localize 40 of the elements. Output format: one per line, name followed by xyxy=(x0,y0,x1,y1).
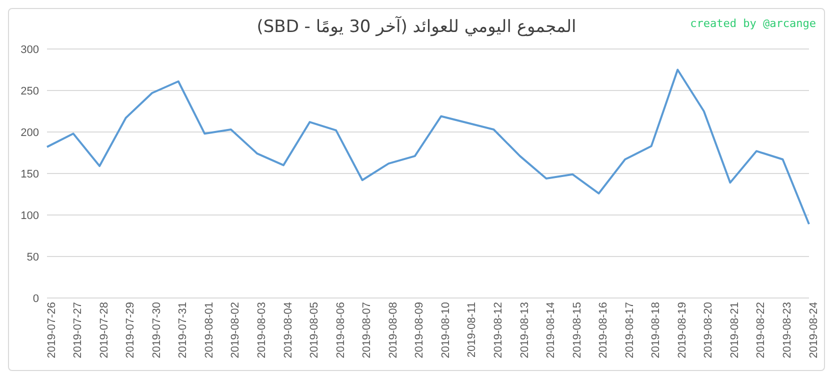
x-tick-label: 2019-08-11 xyxy=(466,302,478,358)
x-tick-label: 2019-07-28 xyxy=(98,302,110,358)
y-tick-label: 200 xyxy=(20,126,39,139)
x-tick-label: 2019-07-30 xyxy=(150,302,163,358)
x-tick-label: 2019-08-21 xyxy=(728,302,741,358)
x-tick-label: 2019-08-04 xyxy=(282,302,294,358)
y-tick-label: 250 xyxy=(20,85,39,98)
x-tick-label: 2019-08-12 xyxy=(492,302,504,358)
y-tick-label: 150 xyxy=(20,168,39,180)
x-tick-label: 2019-08-24 xyxy=(808,302,820,358)
x-tick-label: 2019-08-08 xyxy=(387,302,400,358)
x-tick-label: 2019-08-05 xyxy=(308,302,321,358)
x-tick-label: 2019-08-02 xyxy=(230,302,242,358)
x-tick-label: 2019-08-03 xyxy=(256,302,268,358)
x-tick-label: 2019-08-19 xyxy=(676,302,688,358)
x-tick-label: 2019-08-13 xyxy=(518,302,531,358)
x-tick-label: 2019-08-01 xyxy=(203,302,216,358)
x-tick-label: 2019-08-16 xyxy=(598,302,610,358)
x-tick-label: 2019-08-23 xyxy=(782,302,794,358)
x-tick-label: 2019-08-20 xyxy=(702,302,715,358)
y-tick-label: 0 xyxy=(32,292,39,305)
y-tick-label: 300 xyxy=(20,44,39,56)
x-tick-label: 2019-08-10 xyxy=(440,302,452,358)
x-tick-label: 2019-08-09 xyxy=(414,302,426,358)
x-tick-label: 2019-07-27 xyxy=(72,302,84,358)
x-tick-label: 2019-08-17 xyxy=(624,302,636,358)
x-tick-label: 2019-08-07 xyxy=(361,302,374,358)
line-series xyxy=(46,68,810,226)
x-tick-label: 2019-07-26 xyxy=(46,302,58,358)
x-tick-label: 2019-08-15 xyxy=(571,302,584,358)
y-tick-label: 100 xyxy=(20,210,39,222)
y-tick-label: 50 xyxy=(26,251,39,264)
text: created by @arcange xyxy=(690,17,816,30)
x-tick-label: 2019-08-06 xyxy=(334,302,347,358)
chart-title: المجموع اليومي للعوائد (آخر 30 يومًا - SBD) xyxy=(256,17,576,37)
x-tick-label: 2019-08-14 xyxy=(545,302,558,358)
x-tick-label: 2019-08-22 xyxy=(755,302,768,358)
x-tick-label: 2019-08-18 xyxy=(650,302,662,358)
x-tick-label: 2019-07-29 xyxy=(124,302,137,358)
x-tick-label: 2019-07-31 xyxy=(177,302,190,358)
